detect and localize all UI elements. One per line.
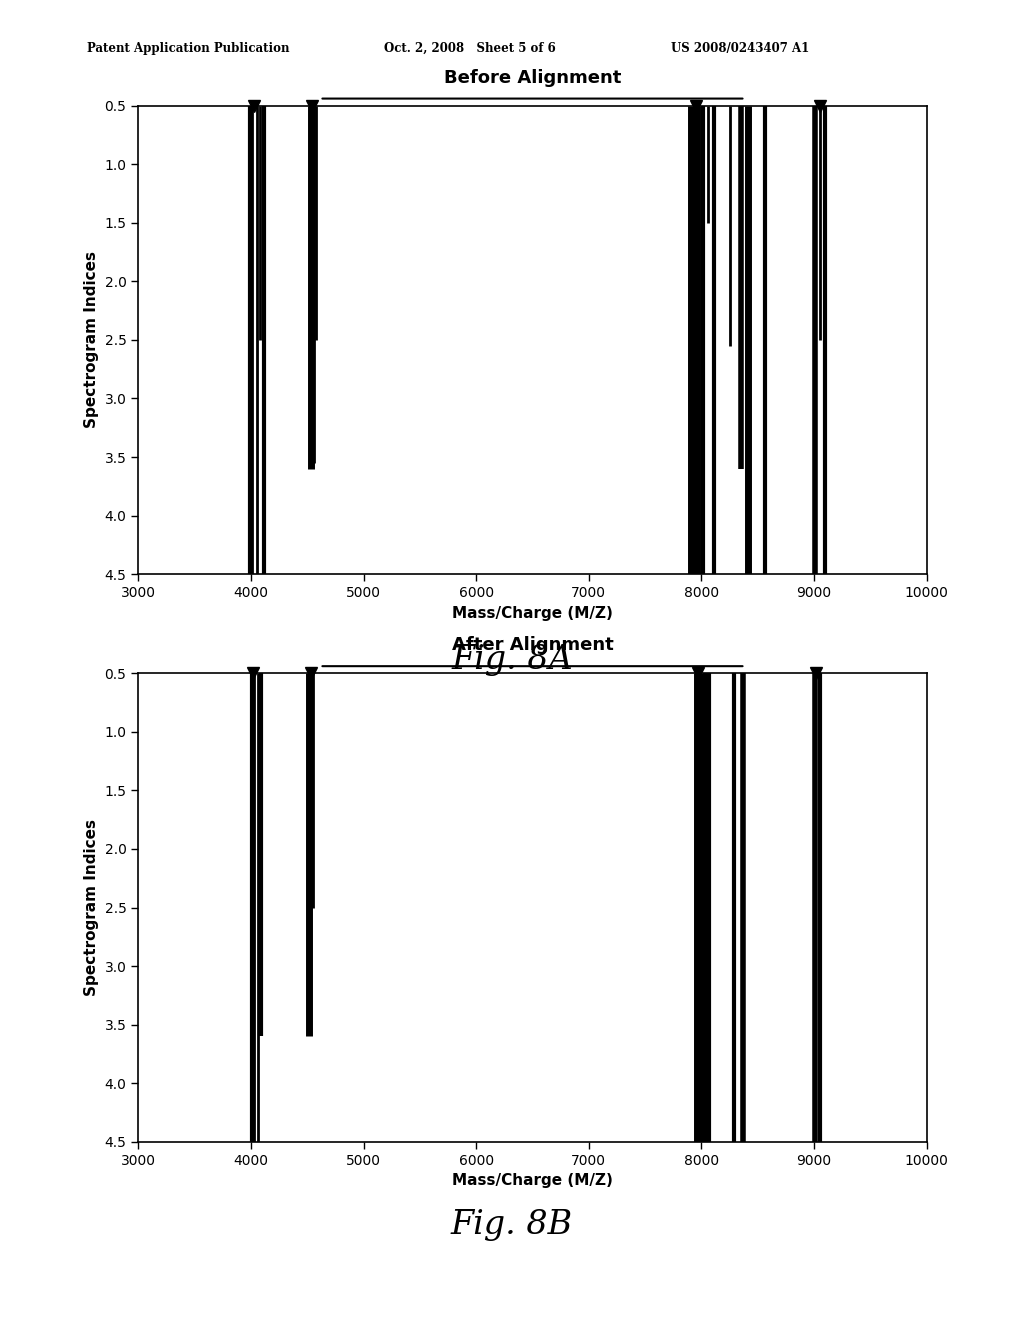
Y-axis label: Spectrogram Indices: Spectrogram Indices (84, 251, 99, 429)
Text: After Alignment: After Alignment (452, 636, 613, 655)
Text: Oct. 2, 2008   Sheet 5 of 6: Oct. 2, 2008 Sheet 5 of 6 (384, 42, 556, 55)
X-axis label: Mass/Charge (M/Z): Mass/Charge (M/Z) (452, 1173, 613, 1188)
Text: Patent Application Publication: Patent Application Publication (87, 42, 290, 55)
Text: Before Alignment: Before Alignment (443, 69, 622, 87)
Text: Fig. 8A: Fig. 8A (452, 644, 572, 676)
Text: US 2008/0243407 A1: US 2008/0243407 A1 (671, 42, 809, 55)
X-axis label: Mass/Charge (M/Z): Mass/Charge (M/Z) (452, 606, 613, 620)
Text: Fig. 8B: Fig. 8B (451, 1209, 573, 1241)
Y-axis label: Spectrogram Indices: Spectrogram Indices (84, 818, 99, 997)
